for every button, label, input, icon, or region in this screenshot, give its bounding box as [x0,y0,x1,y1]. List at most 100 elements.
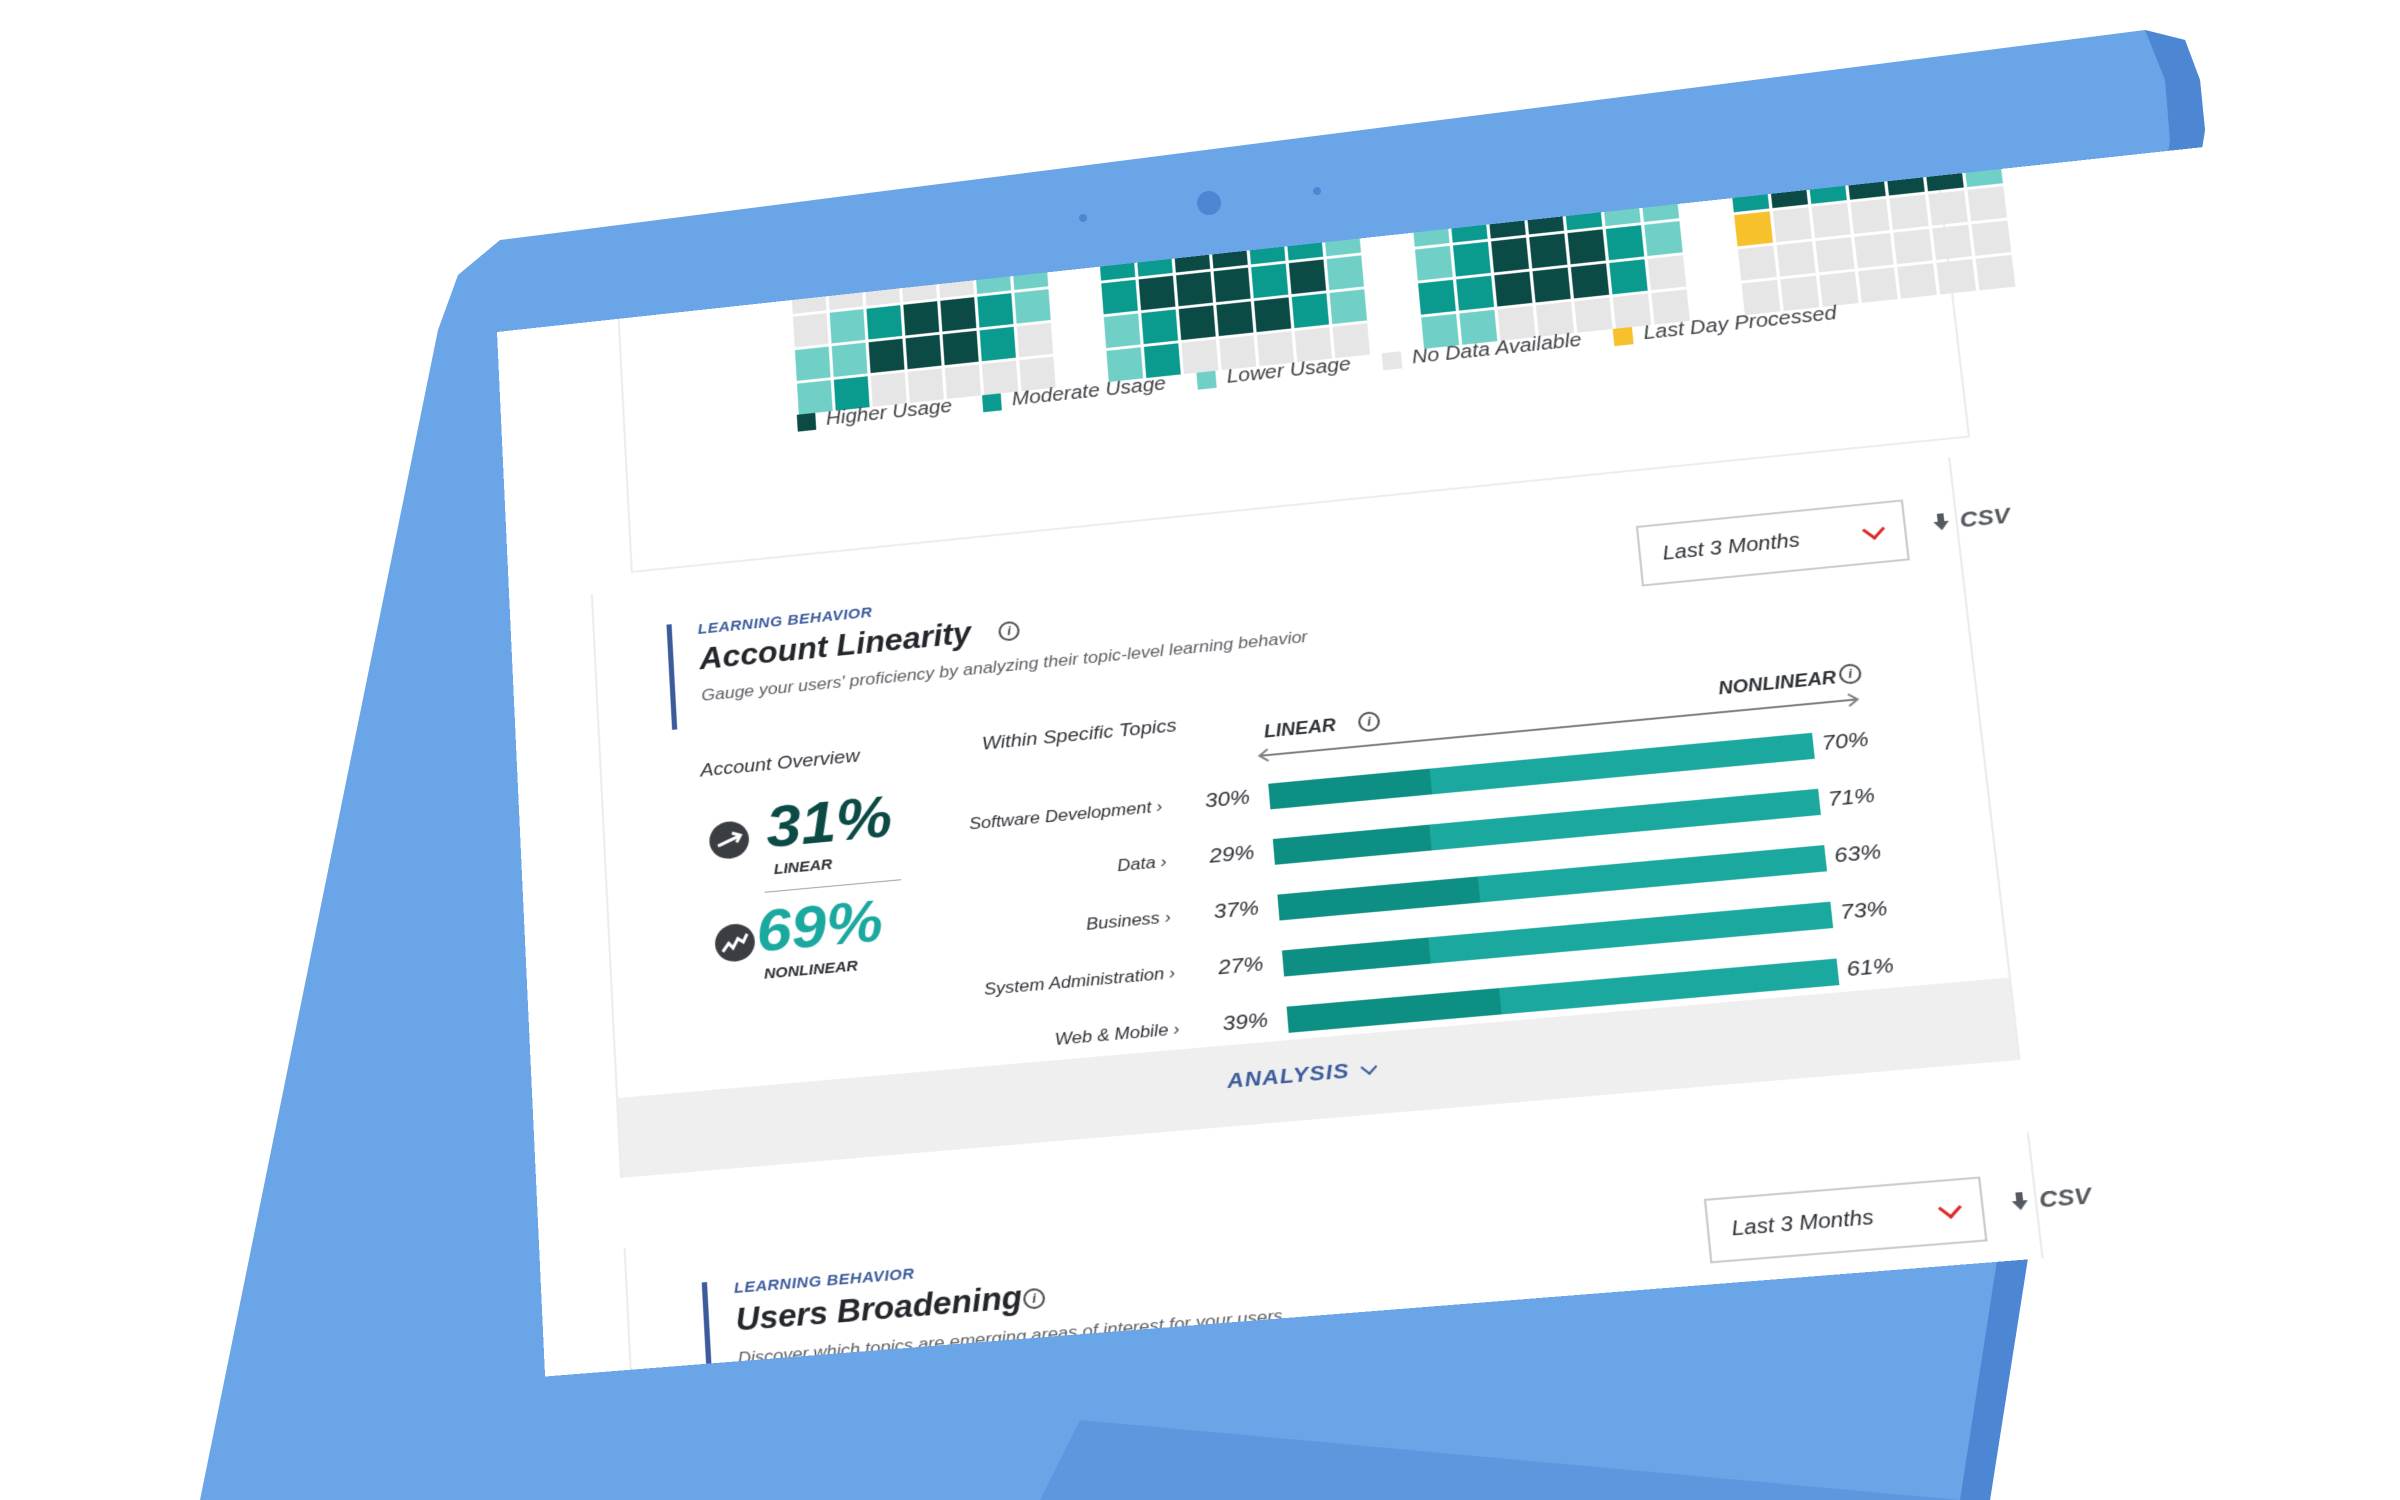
account-linearity-card: LEARNING BEHAVIOR Account Linearity i Ga… [590,457,2021,1178]
linear-value-label: 27% [1217,952,1265,980]
heatmap-cell[interactable] [1971,220,2012,256]
heatmap-cell[interactable] [1141,309,1179,345]
heatmap-cell[interactable] [1854,233,1894,269]
heatmap-cell[interactable] [942,330,979,366]
heatmap-cell[interactable] [1858,267,1898,303]
heatmap-cell[interactable] [1897,263,1937,299]
axis-linear-info-icon[interactable]: i [1357,710,1381,733]
topic-link[interactable]: Data › [1116,851,1168,876]
heatmap-cell[interactable] [1491,237,1530,273]
linear-value-label: 29% [1208,840,1256,868]
heatmap-cell[interactable] [829,309,866,344]
bar-segment-nonlinear [1429,788,1821,851]
heatmap-cell[interactable] [1975,254,2016,291]
info-icon[interactable]: i [997,620,1021,642]
legend-swatch [1196,370,1217,390]
heatmap-cell[interactable] [794,346,831,381]
heatmap-cell[interactable] [1772,207,1812,243]
topic-link[interactable]: Software Development › [968,796,1164,834]
heatmap-cell[interactable] [1456,275,1495,311]
heatmap-cell[interactable] [1213,267,1251,303]
heatmap-cell[interactable] [1734,211,1774,247]
topic-link[interactable]: System Administration › [983,963,1176,1000]
camera-dot-left [1079,214,1087,222]
heatmap-cell[interactable] [1178,305,1216,341]
heatmap-cell[interactable] [1567,229,1606,265]
heatmap-cell[interactable] [1605,225,1645,261]
heatmap-cell[interactable] [1776,241,1816,277]
heatmap-cell[interactable] [1414,245,1453,281]
csv-label: CSV [1958,502,2012,533]
nonlinear-value-label: 71% [1826,783,1877,812]
heatmap-cell[interactable] [1326,255,1365,291]
csv-label: CSV [2037,1182,2093,1213]
heatmap-cell[interactable] [1253,297,1292,333]
linear-arrow-icon [708,819,751,861]
nonlinear-value-label: 70% [1820,727,1870,755]
heatmap-cell[interactable] [1176,271,1213,307]
section-accent-bar [666,624,678,730]
heatmap-cell[interactable] [1850,198,1890,234]
bar-segment-linear [1268,768,1433,810]
heatmap-cell[interactable] [1967,186,2008,222]
heatmap-cell[interactable] [1532,267,1571,303]
within-topics-label: Within Specific Topics [981,715,1178,755]
info-icon[interactable]: i [1022,1287,1046,1310]
heatmap-cell[interactable] [1291,293,1330,329]
bar-segment-linear [1272,824,1432,865]
heatmap-cell[interactable] [1329,289,1368,325]
topic-link[interactable]: Business › [1085,907,1172,934]
heatmap-cell[interactable] [903,301,940,336]
heatmap-cell[interactable] [868,338,905,374]
download-icon [2011,1192,2029,1211]
heatmap-cell[interactable] [792,313,829,348]
heatmap-cell[interactable] [1288,259,1327,295]
bar-segment-nonlinear [1428,901,1834,964]
period-dropdown[interactable]: Last 3 Months [1635,499,1910,587]
heatmap-cell[interactable] [1251,263,1289,299]
heatmap-cell[interactable] [866,305,903,340]
heatmap-cell[interactable] [1418,279,1456,315]
heatmap-cell[interactable] [1216,301,1254,337]
heatmap-cell[interactable] [1609,259,1648,295]
axis-linear-label: LINEAR [1263,715,1337,742]
heatmap-cell[interactable] [1138,275,1176,311]
heatmap-cell[interactable] [1647,255,1687,291]
heatmap-cell[interactable] [905,334,942,370]
legend-swatch [796,412,817,432]
csv-download-button[interactable]: CSV [1932,503,2011,536]
heatmap-cell[interactable] [1644,221,1683,257]
dropdown-value: Last 3 Months [1730,1205,1875,1241]
heatmap-cell[interactable] [1893,228,1933,265]
period-dropdown[interactable]: Last 3 Months [1703,1176,1988,1264]
nonlinear-percentage: 69% [754,887,885,965]
heatmap-cell[interactable] [1889,194,1929,230]
heatmap-cell[interactable] [1103,313,1141,349]
heatmap-cell[interactable] [1452,241,1491,277]
csv-download-button[interactable]: CSV [2010,1182,2092,1216]
analysis-toggle[interactable]: ANALYSIS [1226,1057,1377,1094]
nonlinear-value-label: 73% [1839,896,1889,925]
download-icon [1933,513,1950,532]
heatmap-cell[interactable] [1570,263,1610,299]
heatmap-cell[interactable] [1737,245,1777,281]
chevron-down-icon [1861,518,1886,540]
heatmap-cell[interactable] [940,297,977,332]
heatmap-cell[interactable] [1928,190,1968,226]
heatmap-cell[interactable] [979,326,1016,362]
heatmap-cell[interactable] [1016,322,1054,358]
heatmap-cell[interactable] [1932,224,1972,261]
section-accent-bar [701,1282,714,1377]
axis-nonlinear-info-icon[interactable]: i [1838,662,1863,685]
heatmap-cell[interactable] [1815,237,1855,273]
heatmap-cell[interactable] [1101,279,1138,315]
heatmap-cell[interactable] [1936,259,1977,295]
heatmap-cell[interactable] [1529,233,1568,269]
heatmap-cell[interactable] [831,342,868,378]
heatmap-cell[interactable] [1811,202,1851,239]
heatmap-cell[interactable] [1819,271,1859,307]
heatmap-cell[interactable] [1014,289,1051,324]
chevron-down-icon [1359,1058,1377,1075]
heatmap-cell[interactable] [977,293,1014,328]
heatmap-cell[interactable] [1494,271,1533,307]
